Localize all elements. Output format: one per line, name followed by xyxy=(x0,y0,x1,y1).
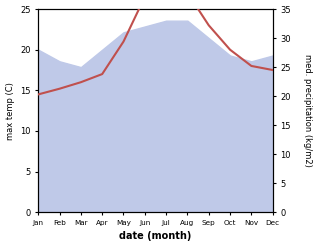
Y-axis label: med. precipitation (kg/m2): med. precipitation (kg/m2) xyxy=(303,54,313,167)
X-axis label: date (month): date (month) xyxy=(119,231,192,242)
Y-axis label: max temp (C): max temp (C) xyxy=(5,82,15,140)
